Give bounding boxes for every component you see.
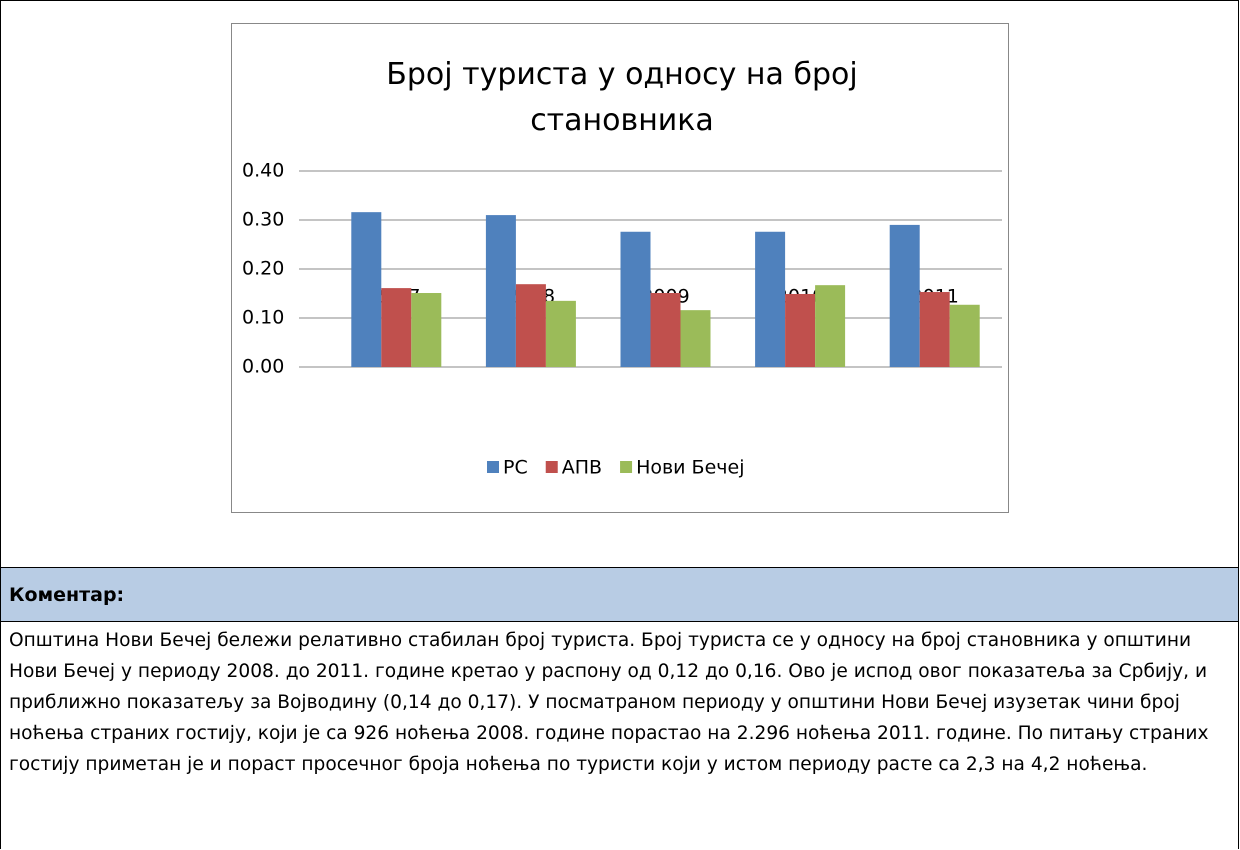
legend-swatch <box>487 461 499 473</box>
bar <box>815 285 846 367</box>
chart-title: Број туриста у односу на број становника <box>386 57 858 138</box>
bar <box>515 284 546 367</box>
bar <box>381 288 412 367</box>
chart-cell: 0.000.100.200.300.4020072008200920102011… <box>1 1 1238 568</box>
legend-label: АПВ <box>562 457 602 479</box>
legend-swatch <box>545 461 558 473</box>
y-tick-label: 0.40 <box>242 160 284 182</box>
y-tick-label: 0.20 <box>242 258 284 280</box>
y-tick-label: 0.10 <box>242 307 284 329</box>
comment-heading: Коментар: <box>1 568 1238 622</box>
bar <box>785 293 816 367</box>
bar <box>620 231 651 367</box>
legend-label: РС <box>503 457 528 479</box>
comment-text: Општина Нови Бечеј бележи релативно стаб… <box>9 630 1209 775</box>
chart-svg: 0.000.100.200.300.4020072008200920102011… <box>242 160 1002 479</box>
legend-label: Нови Бечеј <box>636 457 744 479</box>
bar <box>485 215 516 367</box>
bar <box>680 310 711 367</box>
bar <box>889 224 920 367</box>
bar <box>545 300 576 367</box>
legend-swatch <box>620 461 633 473</box>
bar <box>411 293 442 367</box>
bar <box>351 212 382 367</box>
bar <box>755 231 786 367</box>
bar <box>650 293 681 367</box>
y-tick-label: 0.30 <box>242 209 284 231</box>
bar <box>949 304 980 367</box>
chart: 0.000.100.200.300.4020072008200920102011… <box>231 23 1009 513</box>
bar <box>919 292 950 367</box>
y-tick-label: 0.00 <box>242 356 284 378</box>
